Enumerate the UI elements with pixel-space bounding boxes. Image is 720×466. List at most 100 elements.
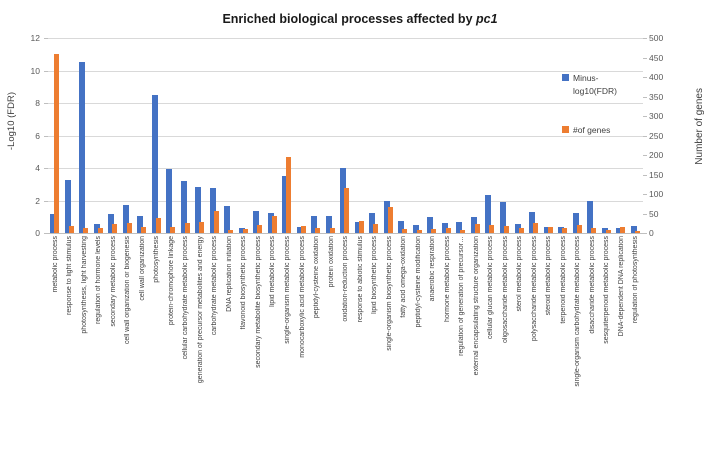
x-axis-label: cellular carbohydrate metabolic process: [182, 236, 190, 360]
right-tick-mark: [643, 135, 647, 137]
x-label-cell: response to light stimulus: [63, 236, 78, 462]
right-tick-label: 50: [649, 208, 659, 219]
x-axis-label: single-organism biosynthetic process: [385, 236, 393, 351]
genes-bar: [489, 224, 495, 233]
bar-group: [121, 38, 136, 233]
fdr-bar: [340, 168, 347, 233]
bar-group: [469, 38, 484, 233]
fdr-bar: [514, 224, 521, 233]
bar-group: [527, 38, 542, 233]
bar-group: [614, 38, 629, 233]
right-tick-mark: [643, 233, 647, 234]
x-axis-label: cell wall organization: [138, 236, 146, 301]
fdr-bar: [151, 94, 158, 233]
x-label-cell: disaccharide metabolic process: [585, 236, 600, 462]
bar-group: [77, 38, 92, 233]
genes-bar: [170, 227, 176, 233]
bar-group: [600, 38, 615, 233]
left-tick-mark: [44, 70, 48, 72]
bar-group: [193, 38, 208, 233]
fdr-bar: [383, 201, 390, 233]
genes-bar: [387, 206, 393, 233]
x-label-cell: photosynthesis, light harvesting: [77, 236, 92, 462]
x-label-cell: terpenoid metabolic process: [556, 236, 571, 462]
x-label-cell: polysaccharide metabolic process: [527, 236, 542, 462]
x-axis-label: lipid metabolic process: [269, 236, 277, 307]
x-label-cell: external encapsulating structure organiz…: [469, 236, 484, 462]
x-label-cell: fatty acid omega-oxidation: [396, 236, 411, 462]
gridline: [48, 70, 643, 72]
legend-swatch-genes: [562, 126, 569, 133]
x-axis-label: peptidyl-cysteine modification: [414, 236, 422, 328]
right-tick-mark: [643, 116, 647, 117]
gridline: [48, 135, 643, 137]
left-tick-mark: [44, 103, 48, 104]
left-tick-label: 0: [35, 228, 40, 238]
fdr-bar: [543, 226, 550, 233]
left-tick-label: 8: [35, 98, 40, 108]
x-axis-label: protein oxidation: [327, 236, 335, 288]
x-label-cell: peptidyl-cysteine oxidation: [309, 236, 324, 462]
right-tick-label: 100: [649, 189, 664, 199]
x-axis-label: single-organism metabolic process: [284, 236, 291, 344]
genes-bar: [184, 223, 190, 233]
fdr-bar: [93, 224, 100, 233]
right-tick-mark: [643, 194, 647, 195]
right-tick-label: 400: [649, 72, 664, 82]
left-tick-label: 4: [35, 163, 40, 173]
bar-group: [208, 38, 223, 233]
fdr-bar: [470, 216, 477, 233]
bar-group: [150, 38, 165, 233]
fdr-bar: [558, 226, 565, 233]
genes-bar: [213, 211, 219, 233]
bar-groups: [48, 38, 643, 233]
fdr-bar: [369, 212, 376, 233]
genes-bar: [141, 227, 147, 233]
x-axis-label: photosynthesis: [153, 236, 161, 283]
legend-item-genes: #of genes: [562, 124, 634, 137]
genes-bar: [547, 227, 553, 233]
right-tick-mark: [643, 213, 647, 215]
genes-bar: [474, 224, 480, 233]
bar-group: [411, 38, 426, 233]
right-tick-label: 150: [649, 169, 664, 180]
x-label-cell: photosynthesis: [150, 236, 165, 462]
left-tick-label: 12: [30, 33, 40, 43]
x-label-cell: lipid metabolic process: [266, 236, 281, 462]
right-tick-mark: [643, 38, 647, 39]
fdr-bar: [224, 206, 231, 233]
x-label-cell: oxidation-reduction process: [338, 236, 353, 462]
x-label-cell: flavonoid biosynthetic process: [237, 236, 252, 462]
legend-label-genes: #of genes: [573, 125, 611, 135]
x-label-cell: response to abiotic stimulus: [353, 236, 368, 462]
x-axis-label: regulation of generation of precursor…: [458, 236, 466, 356]
bar-group: [251, 38, 266, 233]
chart-title-main: Enriched biological processes affected b…: [222, 12, 476, 26]
x-label-cell: regulation of hormone levels: [92, 236, 107, 462]
x-label-cell: cellular carbohydrate metabolic process: [179, 236, 194, 462]
fdr-bar: [267, 212, 274, 233]
bar-group: [92, 38, 107, 233]
genes-bar: [634, 231, 640, 233]
x-axis-label: DNA-dependent DNA replication: [617, 236, 625, 337]
fdr-bar: [412, 224, 419, 233]
x-axis-label: DNA replication initiation: [225, 236, 233, 312]
bar-group: [571, 38, 586, 233]
genes-bar: [271, 215, 277, 233]
bar-group: [353, 38, 368, 233]
genes-bar: [431, 229, 437, 233]
bar-group: [483, 38, 498, 233]
x-label-cell: protein oxidation: [324, 236, 339, 462]
x-label-cell: cellular glucan metabolic process: [483, 236, 498, 462]
fdr-bar: [325, 215, 332, 233]
right-tick-mark: [643, 57, 647, 59]
fdr-bar: [122, 204, 129, 233]
x-label-cell: regulation of generation of precursor…: [454, 236, 469, 462]
x-axis-label: anaerobic respiration: [429, 236, 437, 302]
fdr-bar: [195, 186, 202, 233]
fdr-bar: [427, 216, 434, 233]
x-label-cell: lipid biosynthetic process: [367, 236, 382, 462]
x-axis-label: single-organism carbohydrate metabolic p…: [574, 236, 582, 387]
genes-bar: [126, 223, 132, 233]
bar-group: [425, 38, 440, 233]
